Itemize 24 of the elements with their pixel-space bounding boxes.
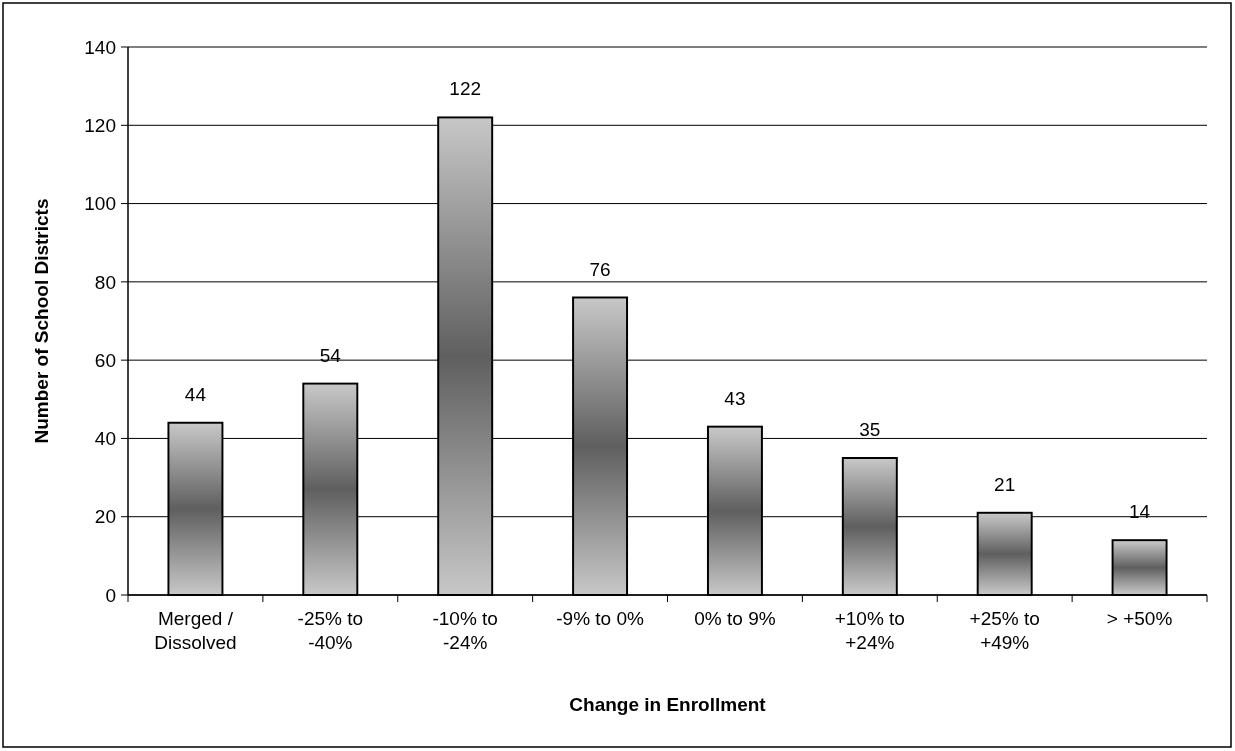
y-axis-title: Number of School Districts <box>31 198 52 444</box>
y-tick-label: 60 <box>94 349 116 371</box>
x-tick-label: Merged / Dissolved <box>154 608 237 653</box>
x-tick-label: -25% to -40% <box>297 608 364 653</box>
y-tick-label: 0 <box>105 584 116 606</box>
y-tick-label: 140 <box>84 36 116 58</box>
data-label: 21 <box>994 473 1016 495</box>
x-tick-label: +25% to +49% <box>969 608 1040 653</box>
x-tick-label: 0% to 9% <box>694 608 776 629</box>
x-tick-label: -9% to 0% <box>556 608 644 629</box>
data-label: 122 <box>449 78 482 100</box>
data-label: 43 <box>724 387 746 409</box>
x-tick-label: -10% to -24% <box>432 608 498 653</box>
y-tick-label: 40 <box>94 428 116 450</box>
y-tick-label: 120 <box>84 114 116 136</box>
x-axis-title: Change in Enrollment <box>569 694 767 715</box>
data-label: 76 <box>589 258 611 280</box>
y-tick-label: 100 <box>84 193 116 215</box>
x-tick-label: +10% to +24% <box>834 608 905 653</box>
data-label: 44 <box>184 383 207 405</box>
data-label: 35 <box>859 419 881 440</box>
y-tick-label: 20 <box>94 506 116 528</box>
y-tick-label: 80 <box>94 271 116 293</box>
x-tick-label: > +50% <box>1106 608 1173 629</box>
